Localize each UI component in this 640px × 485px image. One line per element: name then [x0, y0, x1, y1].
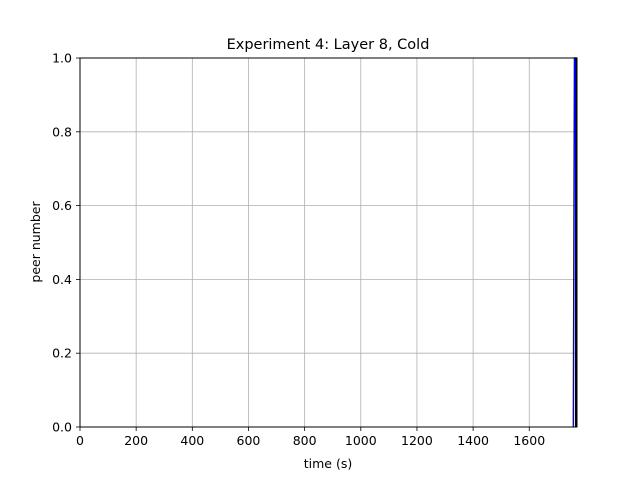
x-tick-label: 400 [180, 433, 204, 448]
y-tick-label: 0.2 [52, 346, 72, 361]
x-tick-label: 1600 [513, 433, 545, 448]
x-tick-label: 200 [124, 433, 148, 448]
y-tick-label: 0.0 [52, 420, 72, 435]
x-tick-label: 1200 [401, 433, 433, 448]
grid [79, 57, 577, 428]
x-tick-label: 600 [237, 433, 261, 448]
x-tick-label: 1400 [457, 433, 489, 448]
y-axis-ticks: 0.0 0.2 0.4 0.6 0.8 1.0 [52, 51, 80, 435]
x-axis-label: time (s) [304, 456, 352, 471]
x-tick-label: 0 [76, 433, 84, 448]
x-axis-ticks: 0 200 400 600 800 1000 1200 1400 1600 [76, 427, 545, 448]
x-tick-label: 1000 [345, 433, 377, 448]
x-tick-label: 800 [293, 433, 317, 448]
plot-frame [79, 57, 578, 428]
series-layer [572, 57, 577, 428]
y-tick-label: 0.4 [52, 272, 72, 287]
chart-title: Experiment 4: Layer 8, Cold [227, 37, 430, 53]
y-tick-label: 1.0 [52, 51, 72, 66]
y-tick-label: 0.8 [52, 124, 72, 139]
y-axis-label: peer number [28, 201, 43, 283]
y-tick-label: 0.6 [52, 198, 72, 213]
